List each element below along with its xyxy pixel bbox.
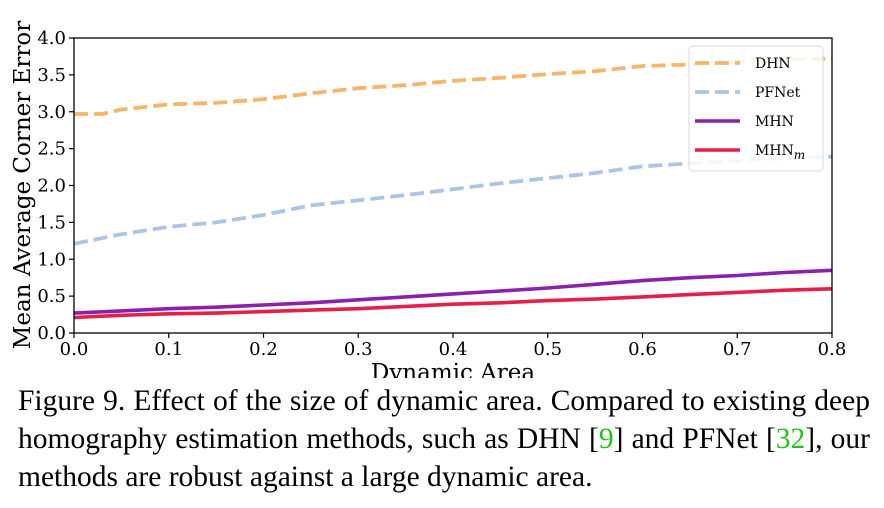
y-tick-label: 0.5 bbox=[37, 286, 66, 307]
legend-box bbox=[688, 45, 824, 172]
y-tick-label: 2.5 bbox=[37, 139, 66, 160]
axis-ticks: 0.0 0.1 0.2 0.3 0.4 0.5 0.6 0.7 0.8 0.0 0.5 1.0 1.5 2… bbox=[37, 28, 846, 360]
caption-middle: and PFNet bbox=[623, 423, 766, 455]
citation-link[interactable]: 9 bbox=[598, 423, 614, 455]
x-tick-label: 0.0 bbox=[60, 339, 89, 360]
caption-prefix: Figure 9. Effect of the size of dynamic … bbox=[18, 385, 870, 455]
y-tick-label: 3.5 bbox=[37, 65, 66, 86]
caption-ref-close: ] bbox=[613, 423, 624, 455]
legend-label-subscript: m bbox=[794, 148, 805, 162]
x-tick-label: 0.3 bbox=[344, 339, 373, 360]
x-tick-label: 0.6 bbox=[628, 339, 657, 360]
figure-caption: Figure 9. Effect of the size of dynamic … bbox=[18, 382, 870, 496]
legend-label: MHN bbox=[755, 114, 794, 130]
y-axis-label: Mean Average Corner Error bbox=[10, 21, 36, 349]
legend-label: PFNet bbox=[755, 85, 801, 101]
y-tick-label: 3.0 bbox=[37, 102, 66, 123]
series-line-pfnet bbox=[73, 154, 833, 246]
caption-ref-open: [ bbox=[765, 423, 776, 455]
y-tick-label: 2.0 bbox=[37, 176, 66, 197]
series-line-mhn-m bbox=[73, 287, 833, 320]
x-axis-label: Dynamic Area bbox=[371, 360, 536, 378]
line-chart: 0.0 0.1 0.2 0.3 0.4 0.5 0.6 0.7 0.8 0.0 0.5 1.0 1.5 2… bbox=[10, 21, 846, 378]
x-tick-label: 0.1 bbox=[154, 339, 183, 360]
caption-ref-close: ] bbox=[805, 423, 816, 455]
legend-label: MHNm bbox=[755, 143, 805, 162]
y-tick-label: 0.0 bbox=[37, 323, 66, 344]
series-line-mhn bbox=[73, 268, 833, 315]
x-tick-label: 0.7 bbox=[723, 339, 752, 360]
citation-link[interactable]: 32 bbox=[775, 423, 806, 455]
legend-label: DHN bbox=[755, 56, 791, 72]
x-tick-label: 0.8 bbox=[818, 339, 847, 360]
x-tick-label: 0.4 bbox=[439, 339, 468, 360]
y-tick-label: 4.0 bbox=[37, 28, 66, 49]
y-tick-label: 1.5 bbox=[37, 212, 66, 233]
caption-ref-open: [ bbox=[589, 423, 599, 455]
x-tick-label: 0.5 bbox=[533, 339, 562, 360]
caption-suffix: , our methods are robust against a large… bbox=[18, 423, 870, 493]
x-tick-label: 0.2 bbox=[249, 339, 278, 360]
legend: DHN PFNet MHN MHNm bbox=[688, 45, 824, 172]
y-tick-label: 1.0 bbox=[37, 249, 66, 270]
